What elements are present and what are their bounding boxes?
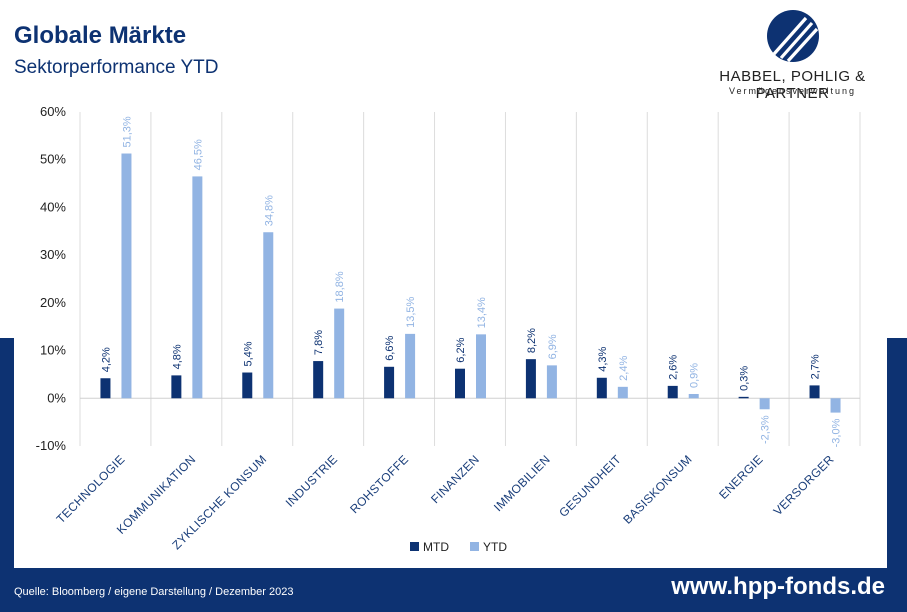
- bar-mtd: [100, 378, 111, 399]
- data-label-ytd: 0,9%: [689, 363, 701, 388]
- data-label-ytd: 46,5%: [192, 139, 204, 170]
- y-tick-label: 30%: [40, 247, 66, 262]
- bar-mtd: [809, 385, 820, 399]
- data-label-ytd: 34,8%: [263, 195, 275, 226]
- data-label-mtd: 5,4%: [242, 341, 254, 366]
- bar-ytd: [688, 393, 699, 399]
- y-tick-label: 40%: [40, 199, 66, 214]
- data-label-ytd: 18,8%: [334, 271, 346, 302]
- logo-name: HABBEL, POHLIG & PARTNER: [719, 68, 866, 102]
- y-tick-label: 20%: [40, 295, 66, 310]
- data-label-mtd: 8,2%: [526, 328, 538, 353]
- bar-mtd: [667, 385, 678, 399]
- data-label-ytd: 13,4%: [476, 297, 488, 328]
- data-label-mtd: 4,3%: [597, 346, 609, 371]
- bar-mtd: [384, 366, 395, 399]
- legend-label-mtd: MTD: [423, 540, 449, 554]
- data-label-mtd: 0,3%: [739, 366, 751, 391]
- y-tick-label: 10%: [40, 343, 66, 358]
- page-subtitle: Sektorperformance YTD: [14, 57, 219, 78]
- footer-bar: Quelle: Bloomberg / eigene Darstellung /…: [0, 568, 907, 612]
- bar-mtd: [525, 359, 536, 399]
- chart-panel: [14, 100, 887, 568]
- bar-ytd: [476, 334, 486, 399]
- data-label-mtd: 2,6%: [668, 355, 680, 380]
- data-label-ytd: 51,3%: [121, 116, 133, 147]
- y-tick-label: 0%: [47, 390, 66, 405]
- legend-label-ytd: YTD: [483, 540, 507, 554]
- logo-emblem-icon: [767, 10, 819, 63]
- logo-subtitle: Vermögensverwaltung: [728, 86, 857, 96]
- website-url[interactable]: www.hpp-fonds.de: [671, 573, 885, 600]
- side-band-left: [0, 338, 14, 612]
- bar-mtd: [313, 361, 324, 399]
- data-label-mtd: 7,8%: [313, 330, 325, 355]
- bar-ytd: [546, 365, 557, 399]
- bar-ytd: [830, 398, 841, 413]
- bar-mtd: [171, 375, 182, 399]
- bar-mtd: [738, 396, 749, 399]
- bar-ytd: [405, 333, 416, 399]
- data-label-mtd: 6,2%: [455, 337, 467, 362]
- data-label-ytd: -2,3%: [760, 415, 772, 444]
- legend-swatch-mtd: [410, 542, 419, 551]
- side-band-right: [887, 338, 907, 612]
- company-logo: HABBEL, POHLIG & PARTNER Vermögensverwal…: [690, 6, 895, 102]
- data-label-mtd: 6,6%: [384, 336, 396, 361]
- y-tick-label: 50%: [40, 152, 66, 167]
- bar-ytd: [759, 398, 770, 410]
- data-label-ytd: -3,0%: [831, 418, 843, 447]
- page-title: Globale Märkte: [14, 22, 187, 49]
- bar-ytd: [263, 232, 274, 399]
- bar-mtd: [596, 377, 607, 399]
- bar-mtd: [455, 368, 465, 399]
- source-note: Quelle: Bloomberg / eigene Darstellung /…: [14, 586, 294, 598]
- bar-mtd: [242, 372, 253, 399]
- bar-ytd: [121, 153, 132, 399]
- data-label-ytd: 13,5%: [405, 296, 417, 327]
- data-label-ytd: 6,9%: [547, 334, 559, 359]
- sector-performance-chart: -10%0%10%20%30%40%50%60%4,2%51,3%TECHNOL…: [14, 100, 887, 568]
- data-label-mtd: 4,8%: [171, 344, 183, 369]
- data-label-mtd: 4,2%: [100, 347, 112, 372]
- y-tick-label: 60%: [40, 104, 66, 119]
- legend-swatch-ytd: [470, 542, 479, 551]
- bar-ytd: [617, 386, 628, 399]
- bar-ytd: [334, 308, 345, 399]
- data-label-ytd: 2,4%: [618, 356, 630, 381]
- data-label-mtd: 2,7%: [810, 354, 822, 379]
- y-tick-label: -10%: [36, 438, 67, 453]
- bar-ytd: [192, 176, 203, 399]
